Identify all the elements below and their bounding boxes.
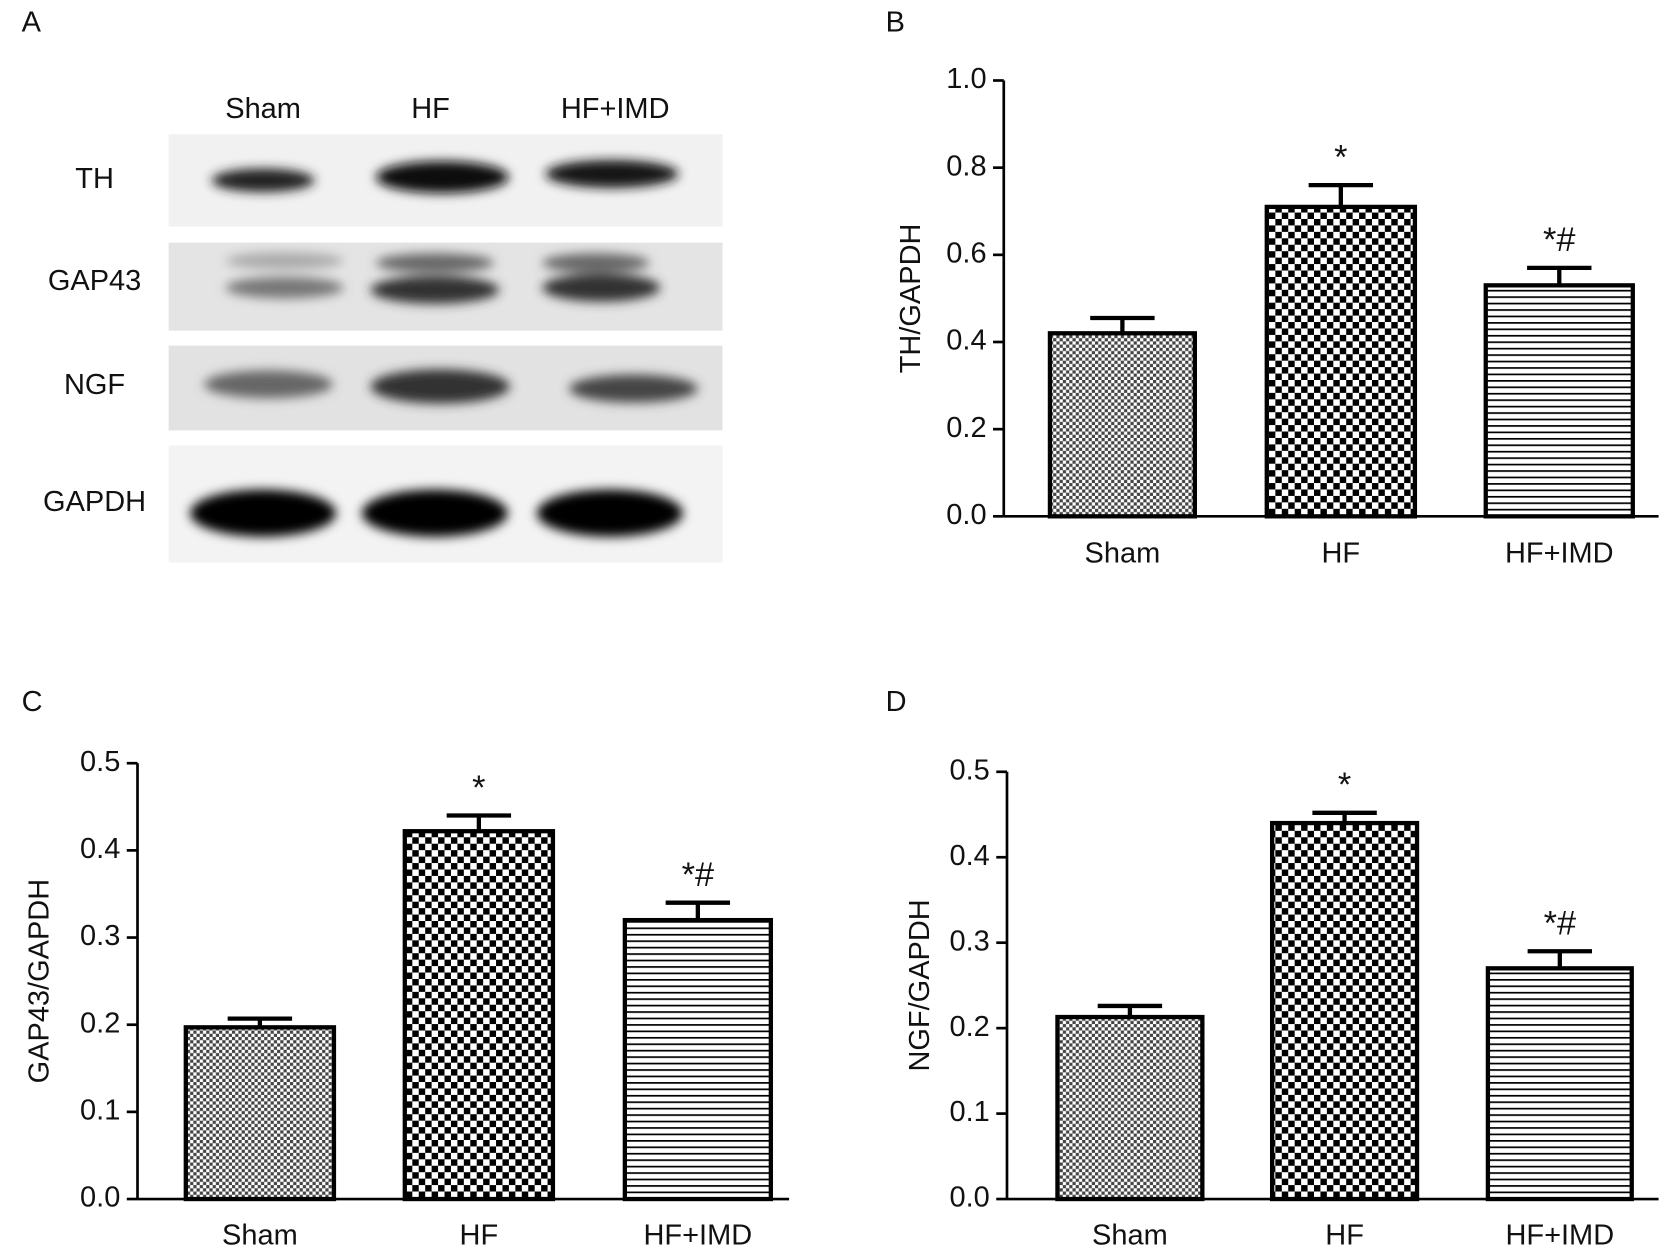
y-axis-label: GAP43/GAPDH xyxy=(24,879,56,1083)
lane-label: Sham xyxy=(225,93,301,125)
error-bar xyxy=(1308,182,1374,207)
x-tick-label: HF xyxy=(460,1219,499,1251)
annotation: *# xyxy=(682,856,714,894)
annotation: * xyxy=(1334,138,1347,176)
y-tick-label: 0.8 xyxy=(946,150,986,182)
y-tick-label: 0.1 xyxy=(950,1096,990,1128)
error-bar xyxy=(1097,1003,1163,1018)
panel-label: B xyxy=(886,6,905,38)
panel-label: D xyxy=(886,686,907,718)
x-tick-label: Sham xyxy=(1085,538,1161,570)
y-axis-label: NGF/GAPDH xyxy=(904,899,936,1071)
annotation: *# xyxy=(1544,905,1576,943)
y-tick-label: 0.0 xyxy=(946,499,986,531)
row-label: NGF xyxy=(64,369,125,401)
bar xyxy=(622,917,773,1202)
row-label: GAPDH xyxy=(43,486,146,518)
bar xyxy=(1055,1014,1205,1202)
y-axis-label: TH/GAPDH xyxy=(895,224,927,374)
y-tick-label: 0.0 xyxy=(950,1182,990,1214)
bar xyxy=(1269,820,1420,1202)
y-tick-label: 0.2 xyxy=(946,412,986,444)
bar xyxy=(1485,966,1634,1202)
lane-label: HF+IMD xyxy=(561,93,670,125)
panel-label: C xyxy=(22,686,43,718)
y-tick-label: 0.3 xyxy=(80,920,120,952)
error-bar xyxy=(1527,265,1592,286)
y-tick-label: 0.2 xyxy=(80,1007,120,1039)
panel-label: A xyxy=(22,6,42,38)
y-tick-label: 0.6 xyxy=(946,237,986,269)
y-tick-label: 0.3 xyxy=(950,925,990,957)
bar xyxy=(1047,331,1197,519)
y-tick-label: 0.4 xyxy=(950,840,990,872)
y-tick-label: 0.2 xyxy=(950,1011,990,1043)
blot-image xyxy=(168,134,723,563)
row-label: TH xyxy=(75,163,114,195)
annotation: * xyxy=(472,769,485,807)
y-tick-label: 0.5 xyxy=(950,754,990,786)
bar xyxy=(1483,283,1635,519)
error-bar xyxy=(1312,810,1377,824)
y-tick-label: 1.0 xyxy=(946,63,986,95)
x-tick-label: HF+IMD xyxy=(1505,538,1614,570)
y-tick-label: 0.4 xyxy=(80,833,120,865)
bar xyxy=(183,1025,337,1202)
error-bar xyxy=(1090,315,1155,334)
row-label: GAP43 xyxy=(48,265,141,297)
annotation: * xyxy=(1338,766,1351,804)
y-tick-label: 0.1 xyxy=(80,1095,120,1127)
lane-label: HF xyxy=(411,93,450,125)
error-bar xyxy=(446,813,512,832)
x-tick-label: HF xyxy=(1325,1219,1364,1251)
x-tick-label: HF+IMD xyxy=(1505,1219,1614,1251)
x-tick-label: Sham xyxy=(222,1219,298,1251)
error-bar xyxy=(227,1016,293,1028)
x-tick-label: HF xyxy=(1322,538,1361,570)
x-tick-label: HF+IMD xyxy=(644,1219,753,1251)
error-bar xyxy=(1527,949,1593,969)
y-tick-label: 0.0 xyxy=(80,1182,120,1214)
x-tick-label: Sham xyxy=(1092,1219,1168,1251)
y-tick-label: 0.4 xyxy=(946,325,986,357)
annotation: *# xyxy=(1543,221,1575,259)
bar xyxy=(402,829,556,1202)
error-bar xyxy=(665,900,731,921)
bar xyxy=(1264,204,1418,519)
y-tick-label: 0.5 xyxy=(80,746,120,778)
